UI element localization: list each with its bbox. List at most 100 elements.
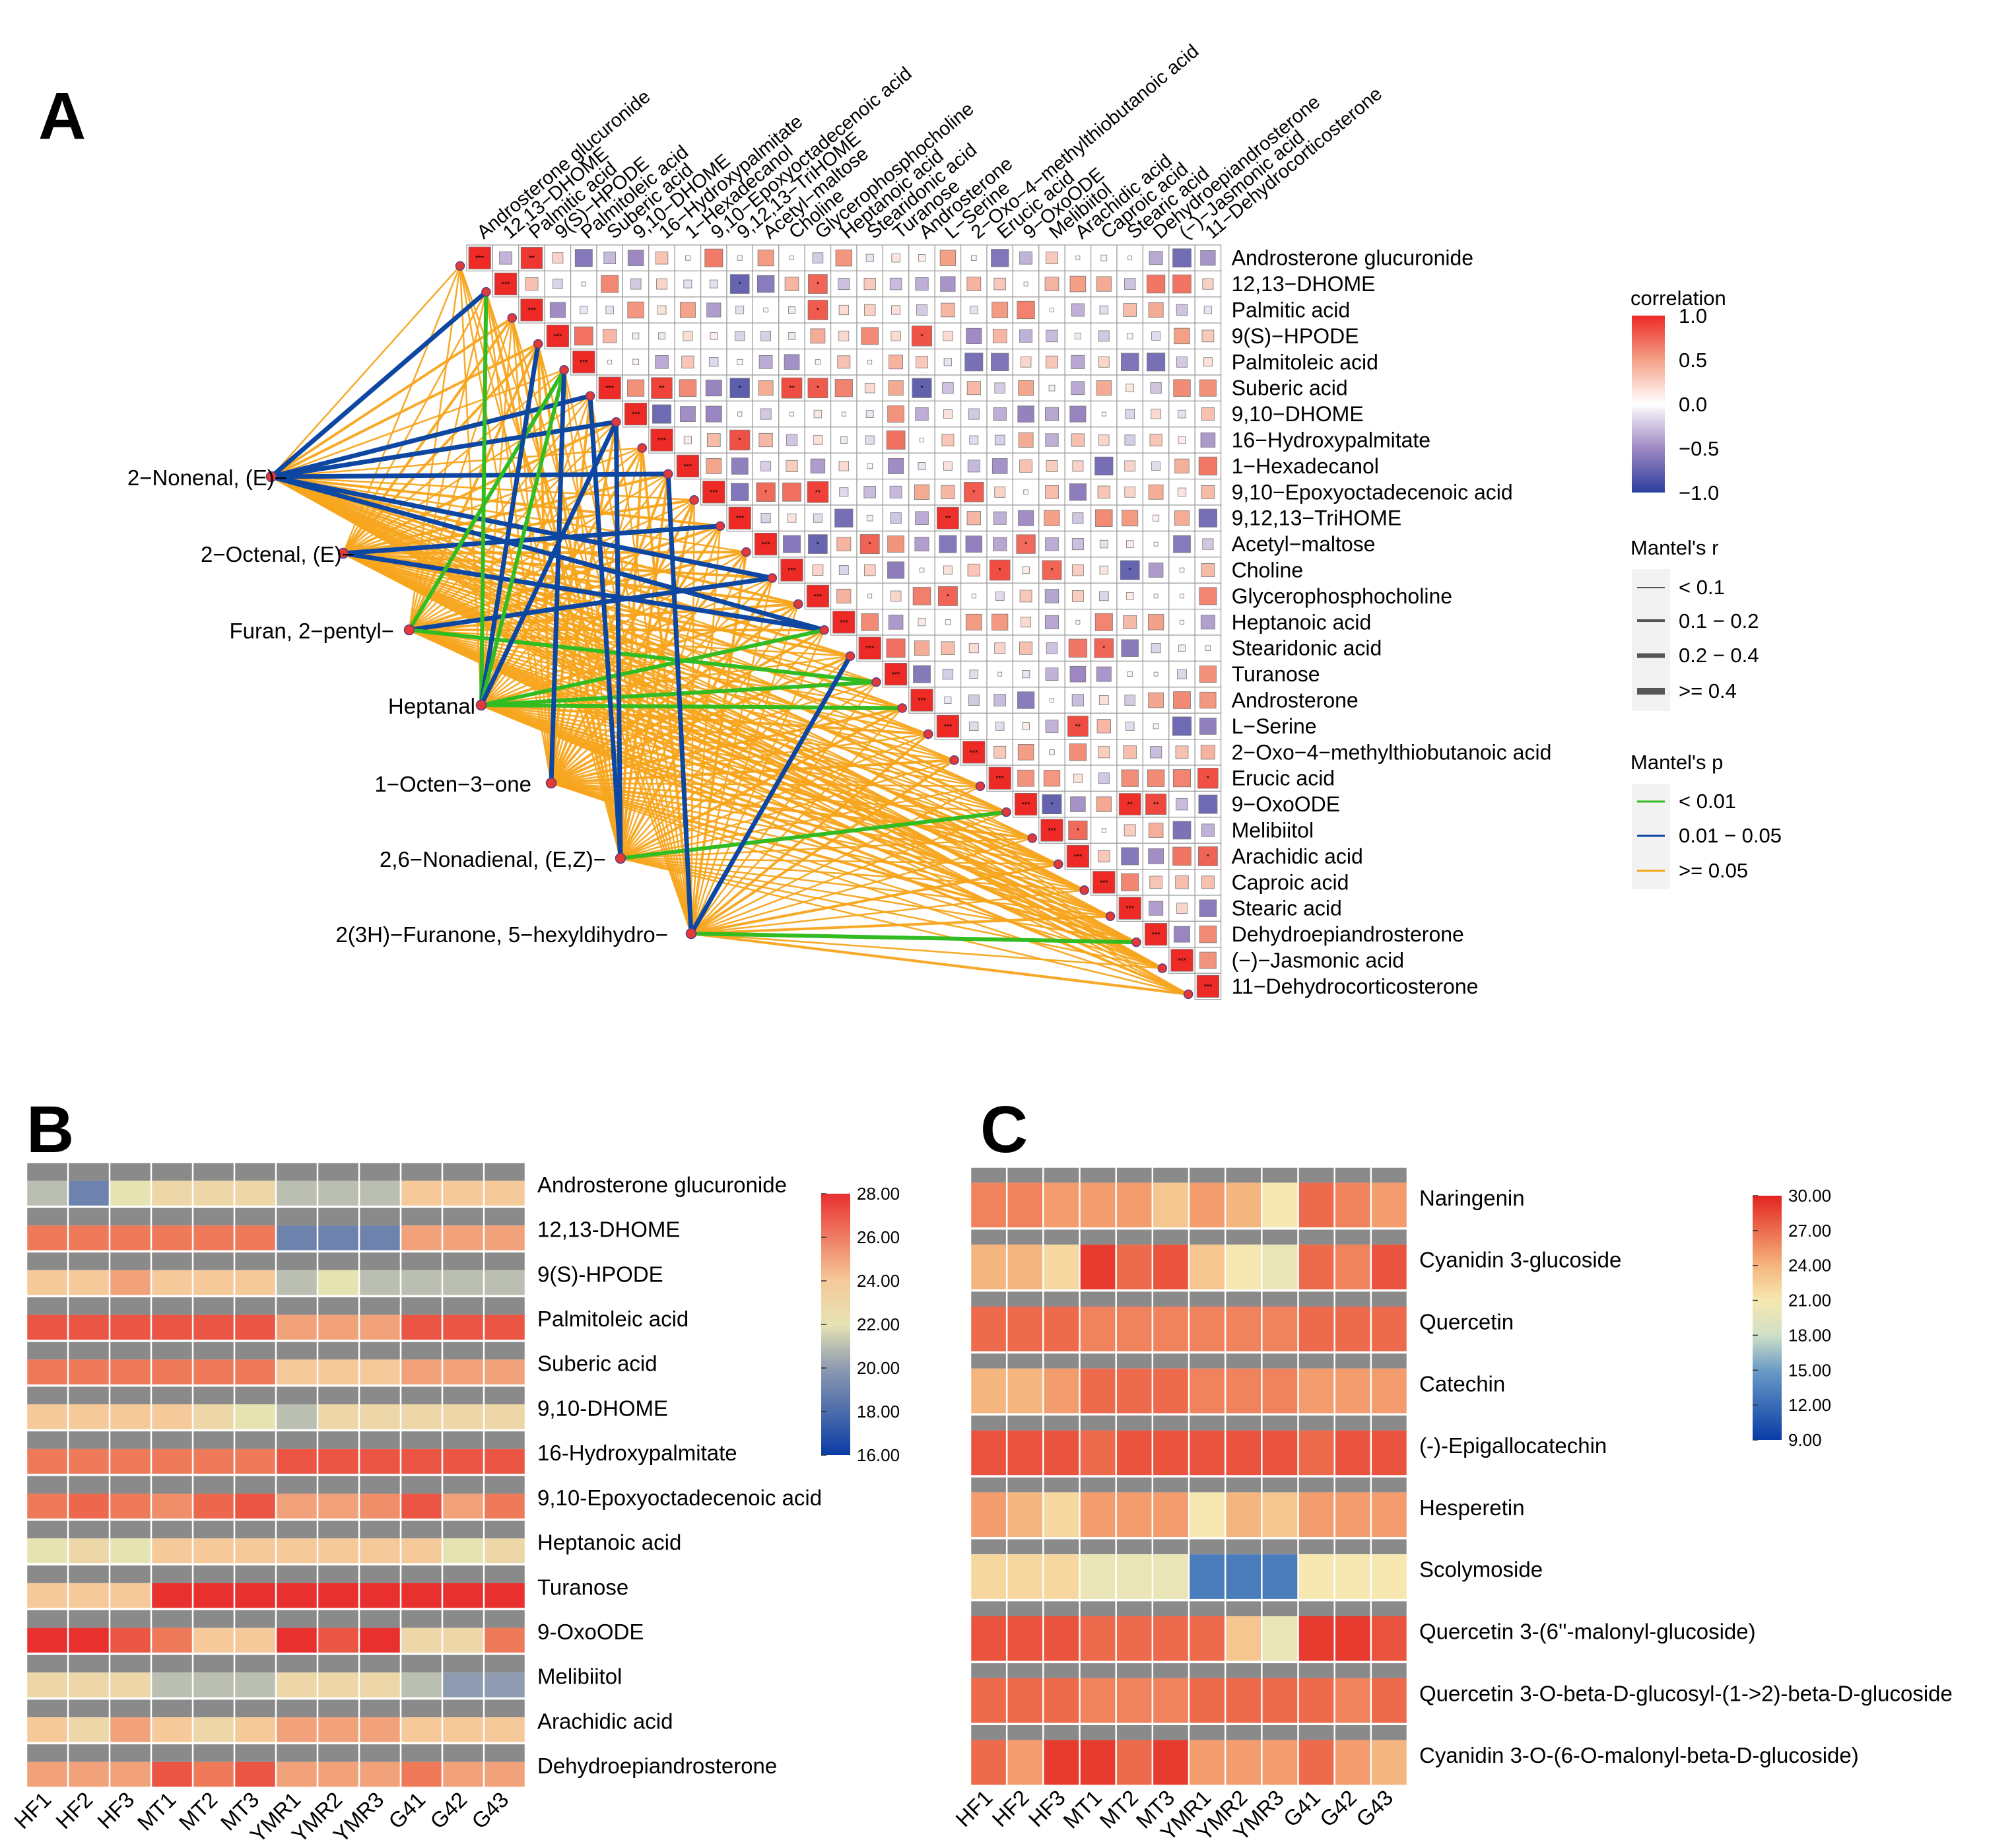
- heatmap-gray-band: [1152, 1538, 1189, 1555]
- correlation-square: [1101, 411, 1106, 417]
- heatmap-gray-band: [1370, 1352, 1407, 1369]
- correlation-square: [601, 275, 619, 293]
- correlation-square: [553, 279, 563, 289]
- heatmap-gray-band: [151, 1743, 193, 1762]
- heatmap-gray-band: [442, 1653, 484, 1673]
- heatmap-gray-band: [276, 1698, 318, 1718]
- correlation-square: [1170, 949, 1193, 972]
- heatmap-gray-band: [401, 1206, 442, 1226]
- correlation-square: [888, 458, 904, 474]
- heatmap-gray-band: [1079, 1228, 1116, 1245]
- mantel-link: [343, 552, 1111, 917]
- heatmap-gray-band: [276, 1653, 318, 1673]
- heatmap-gray-band: [359, 1519, 401, 1539]
- correlation-square: [812, 564, 824, 576]
- colorbar-tick-label: 18.00: [1788, 1325, 1831, 1345]
- mantel-link: [689, 654, 853, 935]
- correlation-square: [991, 613, 1009, 631]
- correlation-square: [964, 482, 984, 502]
- correlation-square: [1172, 716, 1192, 736]
- correlation-square: [966, 327, 982, 344]
- heatmap-gray-band: [1334, 1352, 1371, 1369]
- metabolite-row-label: Suberic acid: [1232, 376, 1348, 400]
- significance-mark: *: [817, 541, 820, 549]
- heatmap-gray-band: [1334, 1290, 1371, 1307]
- heatmap-gray-band: [442, 1475, 484, 1494]
- correlation-square: [912, 587, 931, 605]
- heatmap-gray-band: [110, 1340, 151, 1360]
- heatmap-cell: [1007, 1616, 1044, 1662]
- correlation-square: [988, 767, 1011, 790]
- heatmap-gray-band: [1225, 1662, 1262, 1678]
- heatmap-gray-band: [442, 1162, 484, 1181]
- mantel-link: [479, 292, 488, 706]
- heatmap-cell: [1116, 1740, 1153, 1786]
- heatmap-cell: [234, 1493, 276, 1520]
- correlation-square: [1101, 828, 1106, 833]
- heatmap-gray-band: [234, 1698, 276, 1718]
- correlation-square: [1074, 332, 1081, 339]
- correlation-square: [838, 330, 850, 341]
- heatmap-gray-band: [1334, 1414, 1371, 1431]
- mantel-link: [481, 577, 773, 706]
- correlation-square: [815, 359, 821, 365]
- correlation-square: [607, 359, 613, 364]
- correlation-square: [580, 306, 588, 314]
- heatmap-gray-band: [359, 1609, 401, 1628]
- mantel-p-item: < 0.01: [1679, 790, 1736, 813]
- correlation-square: [790, 256, 794, 261]
- correlation-square: [1200, 615, 1215, 630]
- correlation-square: [887, 405, 904, 423]
- correlation-square: [1199, 718, 1217, 735]
- correlation-square: [603, 329, 617, 343]
- correlation-square: [784, 277, 799, 291]
- correlation-square: [1122, 510, 1139, 527]
- heatmap-gray-band: [68, 1296, 110, 1315]
- correlation-square: [944, 697, 952, 704]
- heatmap-cell: [26, 1538, 68, 1565]
- heatmap-cell: [359, 1493, 401, 1520]
- correlation-square: [1176, 356, 1188, 368]
- correlation-square: [1098, 746, 1110, 759]
- mantel-link: [481, 525, 721, 706]
- heatmap-gray-band: [359, 1385, 401, 1405]
- correlation-square: [1022, 566, 1030, 574]
- heatmap-cell: [110, 1180, 151, 1207]
- heatmap-gray-band: [193, 1564, 234, 1583]
- correlation-square: [863, 304, 876, 316]
- heatmap-cell: [1225, 1306, 1262, 1353]
- correlation-square: [915, 277, 929, 291]
- correlation-square: [763, 307, 768, 313]
- correlation-square: [1180, 619, 1184, 625]
- volatile-label: Heptanal: [388, 694, 475, 718]
- mantel-link: [690, 932, 1162, 969]
- heatmap-gray-band: [1370, 1538, 1407, 1555]
- correlation-square: [1174, 926, 1190, 943]
- heatmap-gray-band: [276, 1296, 318, 1315]
- heatmap-col-label: MT2: [174, 1787, 222, 1835]
- heatmap-gray-band: [970, 1476, 1007, 1493]
- matrix-node: [533, 339, 543, 349]
- matrix-cell: [882, 296, 910, 324]
- correlation-square: [1042, 794, 1062, 815]
- heatmap-gray-band: [1298, 1476, 1335, 1493]
- heatmap-row-label: 9,10-DHOME: [537, 1396, 668, 1420]
- heatmap-gray-band: [970, 1167, 1007, 1183]
- correlation-square: [911, 325, 933, 347]
- correlation-square: [710, 332, 718, 340]
- matrix-node: [507, 313, 518, 323]
- correlation-square: [920, 438, 924, 442]
- matrix-node: [819, 625, 829, 635]
- heatmap-cell: [1007, 1740, 1044, 1786]
- significance-mark: ***: [943, 723, 953, 731]
- heatmap-cell: [234, 1583, 276, 1610]
- heatmap-cell: [401, 1538, 442, 1565]
- correlation-square: [1177, 487, 1187, 496]
- heatmap-gray-band: [1043, 1600, 1080, 1616]
- heatmap-gray-band: [1079, 1724, 1116, 1740]
- correlation-square: [841, 411, 846, 417]
- mantel-link: [551, 577, 773, 784]
- significance-mark: ***: [1178, 957, 1187, 965]
- heatmap-gray-band: [26, 1385, 68, 1405]
- heatmap-cell: [1043, 1492, 1080, 1538]
